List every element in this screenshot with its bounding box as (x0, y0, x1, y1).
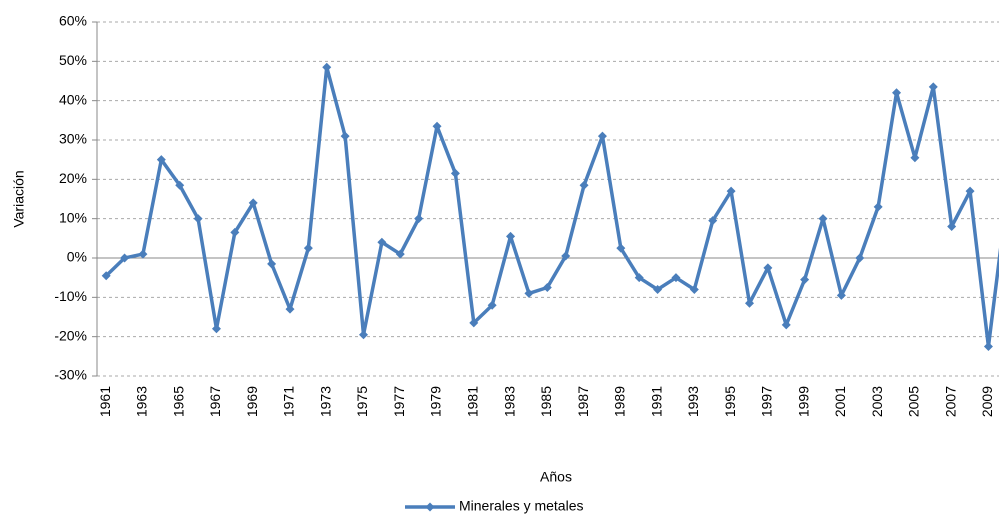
x-tick-label: 2003 (869, 386, 885, 417)
legend-label: Minerales y metales (459, 498, 584, 514)
x-tick-label: 2001 (832, 386, 848, 417)
marker (248, 198, 258, 208)
marker (138, 249, 148, 259)
marker (230, 227, 240, 237)
x-tick-label: 2007 (942, 386, 958, 417)
x-tick-label: 1995 (722, 386, 738, 417)
y-tick-label: 10% (59, 209, 87, 225)
y-tick-label: -30% (54, 367, 87, 383)
legend-marker (425, 502, 435, 512)
marker (395, 249, 405, 259)
x-tick-label: 1981 (464, 386, 480, 417)
x-tick-label: 1989 (612, 386, 628, 417)
y-tick-label: 60% (59, 13, 87, 29)
marker (487, 300, 497, 310)
marker (193, 214, 203, 224)
y-tick-label: -10% (54, 288, 87, 304)
y-axis-title: Variación (11, 170, 27, 227)
marker (763, 263, 773, 273)
x-tick-label: 1997 (759, 386, 775, 417)
marker (597, 131, 607, 141)
marker (616, 243, 626, 253)
x-tick-label: 1969 (244, 386, 260, 417)
x-tick-label: 1977 (391, 386, 407, 417)
marker (579, 180, 589, 190)
x-tick-label: 1971 (281, 386, 297, 417)
x-tick-label: 1967 (207, 386, 223, 417)
marker (120, 253, 130, 263)
marker (101, 271, 111, 281)
marker (965, 186, 975, 196)
x-tick-label: 1991 (648, 386, 664, 417)
marker (671, 273, 681, 283)
marker (836, 290, 846, 300)
marker (726, 186, 736, 196)
y-tick-label: 20% (59, 170, 87, 186)
x-tick-label: 1999 (795, 386, 811, 417)
marker (322, 62, 332, 72)
marker (469, 318, 479, 328)
marker (947, 222, 957, 232)
marker (377, 237, 387, 247)
y-tick-label: -20% (54, 327, 87, 343)
marker (340, 131, 350, 141)
x-tick-label: 1983 (501, 386, 517, 417)
marker (211, 324, 221, 334)
marker (506, 231, 516, 241)
marker (542, 283, 552, 292)
marker (892, 88, 902, 98)
marker (359, 330, 369, 340)
marker (450, 168, 460, 178)
x-axis-title: Años (540, 469, 572, 485)
x-tick-label: 2009 (979, 386, 995, 417)
x-tick-label: 1961 (97, 386, 113, 417)
x-tick-label: 1963 (134, 386, 150, 417)
marker (910, 153, 920, 163)
marker (175, 180, 185, 190)
marker (285, 304, 295, 314)
y-tick-label: 0% (67, 249, 87, 265)
marker (983, 342, 993, 351)
marker (653, 284, 663, 294)
y-tick-label: 50% (59, 52, 87, 68)
marker (800, 275, 810, 285)
marker (873, 202, 883, 212)
series-line (104, 65, 999, 349)
marker (634, 273, 644, 283)
y-tick-label: 40% (59, 91, 87, 107)
marker (524, 288, 534, 298)
marker (855, 253, 865, 263)
x-tick-label: 1965 (170, 386, 186, 417)
x-tick-label: 1975 (354, 386, 370, 417)
x-tick-label: 2005 (906, 386, 922, 417)
marker (561, 251, 571, 261)
marker (689, 284, 699, 294)
marker (708, 216, 718, 226)
marker (156, 155, 166, 165)
marker (267, 259, 277, 269)
x-tick-label: 1973 (317, 386, 333, 417)
x-tick-label: 1987 (575, 386, 591, 417)
x-tick-label: 1979 (428, 386, 444, 417)
x-tick-label: 1993 (685, 386, 701, 417)
y-tick-label: 30% (59, 131, 87, 147)
x-tick-label: 1985 (538, 386, 554, 417)
marker (818, 214, 828, 224)
marker (432, 121, 442, 131)
marker (414, 214, 424, 224)
marker (303, 243, 313, 253)
marker (928, 82, 938, 92)
marker (781, 320, 791, 330)
marker (744, 298, 754, 308)
